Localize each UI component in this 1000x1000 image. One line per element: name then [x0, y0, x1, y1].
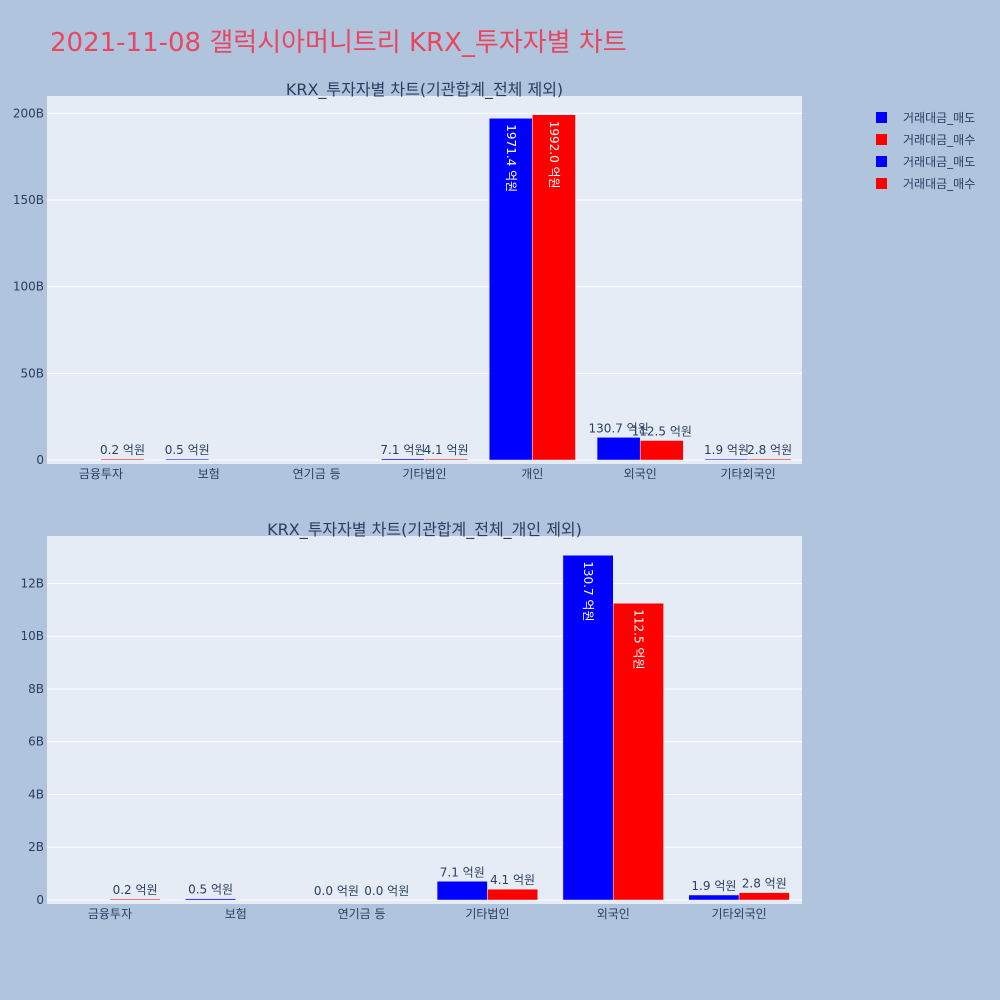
x-tick-label: 보험 — [225, 907, 247, 921]
bar — [487, 888, 538, 901]
bar — [639, 440, 684, 461]
legend: 거래대금_매도 거래대금_매수 거래대금_매도 거래대금_매수 — [876, 106, 975, 194]
bar — [738, 892, 790, 901]
chart-title-2: KRX_투자자별 차트(기관합계_전체_개인 제외) — [267, 520, 582, 540]
bar — [185, 898, 237, 901]
data-label: 2.8 억원 — [747, 443, 792, 457]
data-label: 112.5 억원 — [631, 609, 645, 669]
legend-item-buy-2[interactable]: 거래대금_매수 — [876, 172, 975, 194]
y-tick-label: 8B — [28, 682, 44, 696]
data-label: 130.7 억원 — [589, 421, 649, 435]
bar — [100, 458, 145, 461]
bar — [424, 458, 468, 461]
data-label: 1.9 억원 — [704, 443, 749, 457]
legend-item-sell-2[interactable]: 거래대금_매도 — [876, 150, 975, 172]
y-tick-label: 50B — [20, 366, 44, 380]
y-tick-label: 0 — [36, 453, 44, 467]
data-label: 0.2 억원 — [113, 883, 158, 897]
y-tick-label: 6B — [28, 735, 44, 749]
bar — [109, 898, 161, 901]
bar — [381, 458, 425, 461]
bar — [532, 114, 576, 461]
bar — [436, 881, 488, 901]
y-tick-label: 4B — [28, 787, 44, 801]
data-label: 7.1 억원 — [380, 443, 425, 457]
y-tick-label: 2B — [28, 840, 44, 854]
x-tick-label: 기타외국인 — [711, 907, 766, 921]
data-label: 0.2 억원 — [100, 443, 145, 457]
data-label: 0.5 억원 — [188, 883, 233, 897]
x-tick-label: 기타법인 — [465, 907, 509, 921]
bar — [596, 437, 641, 461]
data-label: 0.0 억원 — [364, 884, 409, 898]
data-label: 4.1 억원 — [424, 443, 469, 457]
chart-title-1: KRX_투자자별 차트(기관합계_전체 제외) — [286, 80, 563, 100]
y-tick-label: 10B — [20, 629, 44, 643]
bar — [165, 458, 210, 461]
y-tick-label: 100B — [13, 280, 44, 294]
data-label: 1992.0 억원 — [547, 121, 561, 189]
x-tick-label: 외국인 — [624, 467, 657, 481]
bar — [688, 894, 740, 901]
y-tick-label: 200B — [13, 106, 44, 120]
data-label: 112.5 억원 — [632, 425, 692, 439]
x-tick-label: 기타외국인 — [720, 467, 775, 481]
page-title: 2021-11-08 갤럭시아머니트리 KRX_투자자별 차트 — [50, 28, 627, 58]
bar — [488, 118, 533, 461]
legend-item-sell-1[interactable]: 거래대금_매도 — [876, 106, 975, 128]
legend-swatch — [876, 111, 887, 123]
x-tick-label: 금융투자 — [88, 907, 132, 921]
y-tick-label: 12B — [20, 576, 44, 590]
data-label: 0.0 억원 — [314, 884, 359, 898]
y-tick-label: 150B — [13, 193, 44, 207]
data-label: 130.7 억원 — [581, 561, 595, 621]
plot-area-1 — [47, 96, 802, 464]
x-tick-label: 개인 — [521, 467, 543, 481]
x-tick-label: 기타법인 — [402, 467, 446, 481]
data-label: 1971.4 억원 — [504, 124, 518, 192]
legend-item-buy-1[interactable]: 거래대금_매수 — [876, 128, 975, 150]
legend-label: 거래대금_매도 — [903, 154, 976, 169]
bar — [704, 458, 749, 461]
y-tick-label: 0 — [36, 893, 44, 907]
x-tick-label: 금융투자 — [79, 467, 123, 481]
x-tick-label: 연기금 등 — [338, 907, 386, 921]
legend-label: 거래대금_매수 — [903, 176, 976, 191]
legend-swatch — [876, 155, 887, 167]
x-tick-label: 연기금 등 — [293, 467, 341, 481]
bar — [747, 458, 792, 461]
legend-swatch — [876, 133, 887, 145]
data-label: 7.1 억원 — [440, 865, 485, 879]
data-label: 2.8 억원 — [742, 877, 787, 891]
legend-swatch — [876, 177, 887, 189]
plot-area-2 — [47, 536, 802, 904]
x-tick-label: 외국인 — [597, 907, 630, 921]
x-tick-label: 보험 — [198, 467, 220, 481]
bar — [613, 603, 664, 901]
data-label: 0.5 억원 — [165, 443, 210, 457]
data-label: 4.1 억원 — [490, 873, 535, 887]
data-label: 1.9 억원 — [691, 879, 736, 893]
legend-label: 거래대금_매도 — [903, 110, 976, 125]
legend-label: 거래대금_매수 — [903, 132, 976, 147]
